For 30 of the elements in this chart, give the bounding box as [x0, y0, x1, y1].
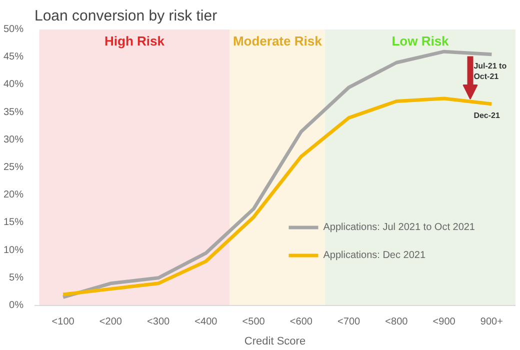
y-tick-label: 10% [3, 244, 24, 256]
y-tick-label: 20% [3, 190, 24, 201]
x-tick-label: <100 [52, 316, 75, 328]
x-tick-label: <500 [242, 316, 266, 328]
y-tick-label: 0% [9, 300, 24, 311]
y-tick-label: 5% [9, 272, 24, 284]
y-tick-label: 15% [3, 217, 24, 228]
annotation: Dec-21 [474, 111, 500, 120]
legend-label: Applications: Jul 2021 to Oct 2021 [323, 222, 475, 232]
x-tick-label: <300 [147, 316, 170, 328]
x-tick-label: <200 [99, 316, 122, 328]
y-tick-label: 40% [3, 79, 24, 90]
x-tick-label: <600 [290, 316, 313, 328]
x-axis-title: Credit Score [244, 336, 306, 348]
y-tick-label: 30% [3, 134, 24, 146]
x-tick-label: <800 [385, 316, 408, 328]
x-tick-label: <700 [338, 316, 361, 328]
y-tick-label: 25% [3, 162, 24, 173]
y-tick-label: 35% [3, 106, 24, 118]
x-tick-label: 900+ [480, 316, 504, 328]
x-tick-label: <900 [432, 316, 456, 328]
x-tick-label: <400 [194, 316, 218, 328]
y-tick-label: 50% [3, 24, 24, 35]
chart-title: Loan conversion by risk tier [34, 8, 218, 24]
band-label: Low Risk [392, 34, 450, 48]
band-label: High Risk [104, 34, 166, 48]
band-label: Moderate Risk [232, 34, 323, 48]
legend-label: Applications: Dec 2021 [323, 250, 426, 260]
y-tick-label: 45% [3, 52, 24, 63]
annotation: Jul-21 to Oct-21 [474, 61, 507, 82]
